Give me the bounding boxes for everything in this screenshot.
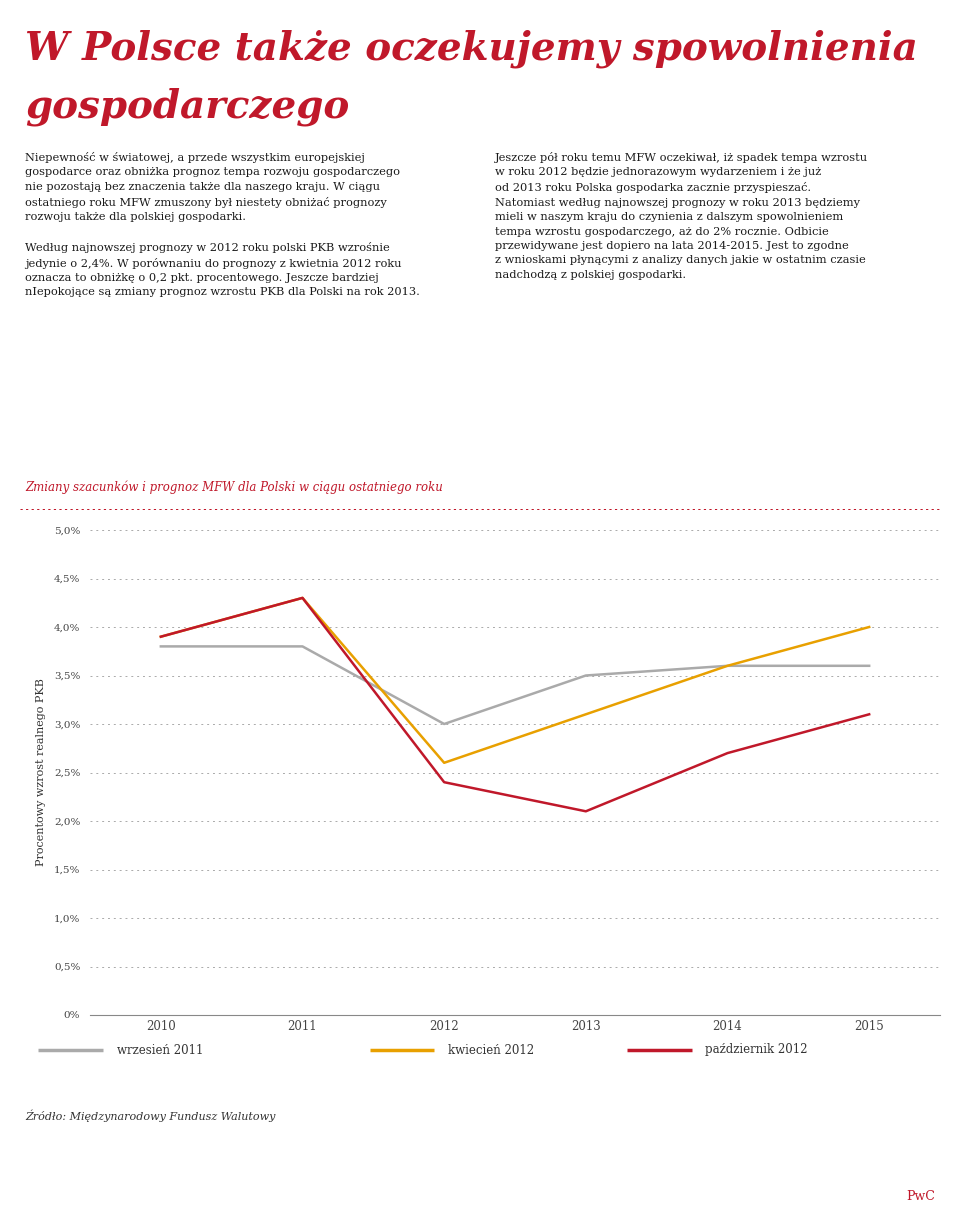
Text: PwC: PwC (906, 1190, 935, 1203)
Text: październik 2012: październik 2012 (706, 1044, 808, 1056)
Text: Zmiany szacunków i prognoz MFW dla Polski w ciągu ostatniego roku: Zmiany szacunków i prognoz MFW dla Polsk… (25, 480, 443, 493)
Text: Źródło: Międzynarodowy Fundusz Walutowy: Źródło: Międzynarodowy Fundusz Walutowy (25, 1110, 276, 1123)
Text: Jeszcze pół roku temu MFW oczekiwał, iż spadek tempa wzrostu
w roku 2012 będzie : Jeszcze pół roku temu MFW oczekiwał, iż … (495, 152, 868, 280)
Y-axis label: Procentowy wzrost realnego PKB: Procentowy wzrost realnego PKB (36, 678, 45, 866)
Text: gospodarczego: gospodarczego (25, 88, 349, 127)
Text: Niepewność w światowej, a przede wszystkim europejskiej
gospodarce oraz obniżka : Niepewność w światowej, a przede wszystk… (25, 152, 420, 297)
Text: W Polsce także oczekujemy spowolnienia: W Polsce także oczekujemy spowolnienia (25, 30, 918, 68)
Text: wrzesień 2011: wrzesień 2011 (116, 1044, 203, 1056)
Text: kwiecień 2012: kwiecień 2012 (447, 1044, 534, 1056)
